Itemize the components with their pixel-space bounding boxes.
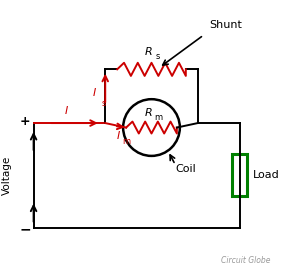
Text: I: I [117, 131, 120, 141]
FancyBboxPatch shape [232, 155, 247, 196]
Text: Shunt: Shunt [210, 20, 242, 29]
Text: R: R [145, 47, 152, 57]
Text: +: + [19, 115, 30, 128]
Text: m: m [122, 137, 131, 146]
Text: Circuit Globe: Circuit Globe [221, 256, 271, 265]
Text: Coil: Coil [176, 164, 196, 174]
Text: −: − [20, 222, 31, 236]
Text: I: I [65, 106, 68, 115]
Text: R: R [145, 108, 152, 118]
Text: s: s [101, 99, 106, 108]
Text: s: s [156, 52, 160, 61]
Text: Voltage: Voltage [2, 156, 12, 195]
Text: Load: Load [253, 170, 280, 180]
Text: m: m [154, 113, 163, 122]
Text: I: I [93, 88, 96, 98]
